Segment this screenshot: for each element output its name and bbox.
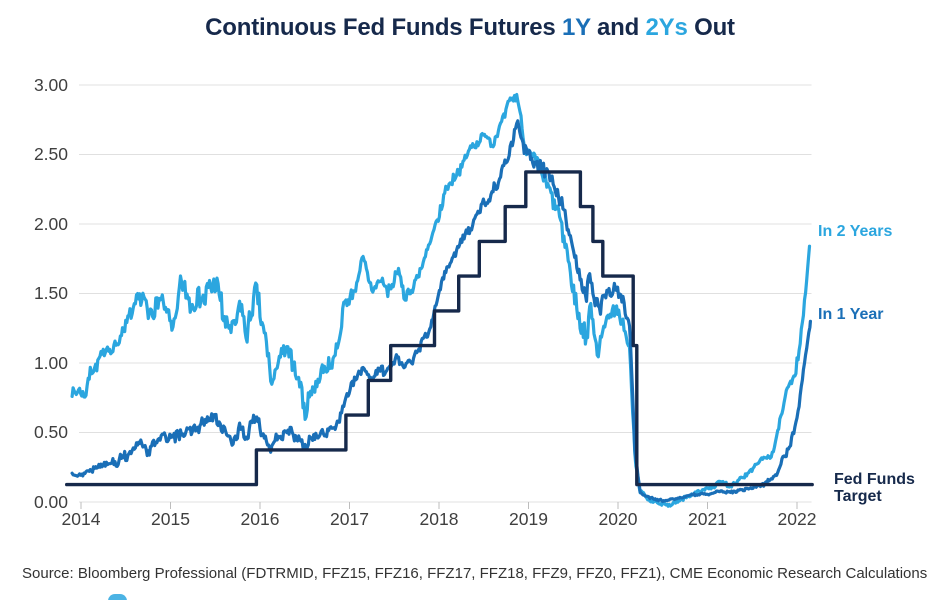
series-line-in-1-year (70, 119, 812, 504)
title-text-1y: 1Y (561, 14, 591, 41)
cropped-logo (108, 594, 127, 600)
series-label-in-2-years: In 2 Years (818, 223, 893, 240)
series-label-fed-funds-target: Fed Funds Target (834, 471, 915, 505)
fed-funds-target-label-line1: Fed Funds (834, 471, 915, 488)
x-axis-label: 2015 (151, 509, 190, 529)
y-axis-label: 2.50 (33, 144, 68, 164)
y-axis-label: 1.50 (33, 283, 68, 303)
series-label-in-1-year: In 1 Year (818, 306, 884, 323)
x-axis-label: 2019 (509, 509, 548, 529)
y-axis-label: 2.00 (33, 213, 68, 234)
series-line-in-2-years (70, 92, 812, 508)
fed-funds-target-label-line2: Target (834, 487, 882, 505)
y-axis-label: 1.00 (33, 352, 68, 373)
x-axis-label: 2016 (240, 509, 280, 529)
x-axis-label: 2014 (61, 509, 101, 529)
title-text-out: Out (687, 14, 735, 41)
y-axis-label: 3.00 (33, 74, 68, 95)
title-text-and: and (590, 14, 646, 41)
x-axis-label: 2021 (688, 509, 727, 529)
source-note: Source: Bloomberg Professional (FDTRMID,… (22, 565, 928, 582)
x-axis-label: 2022 (777, 509, 817, 529)
y-axis-label: 0.00 (33, 491, 68, 512)
y-axis-label: 0.50 (33, 422, 68, 442)
x-axis-label: 2017 (330, 509, 369, 529)
title-text-2ys: 2Ys (645, 14, 688, 41)
chart-title: Continuous Fed Funds Futures 1Y and 2Ys … (0, 13, 940, 43)
series-line-fed-funds-target (65, 170, 814, 487)
x-axis-label: 2018 (419, 509, 459, 529)
title-text-main: Continuous Fed Funds Futures (205, 14, 562, 41)
x-axis-label: 2020 (598, 509, 638, 529)
